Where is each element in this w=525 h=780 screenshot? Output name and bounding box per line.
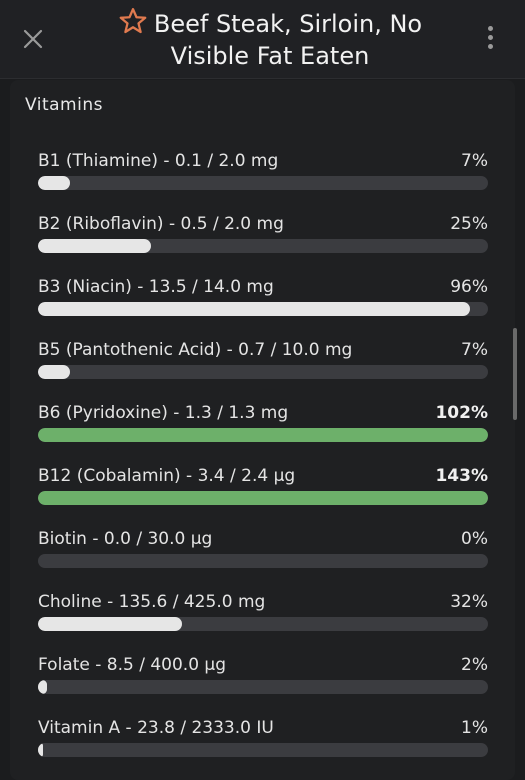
nutrient-row[interactable]: B12 (Cobalamin) - 3.4 / 2.4 µg 143% xyxy=(38,465,488,511)
nutrient-row[interactable]: Folate - 8.5 / 400.0 µg 2% xyxy=(38,654,488,700)
progress-track xyxy=(38,554,488,568)
nutrient-row[interactable]: B5 (Pantothenic Acid) - 0.7 / 10.0 mg 7% xyxy=(38,339,488,385)
progress-track xyxy=(38,428,488,442)
nutrient-label: Folate - 8.5 / 400.0 µg xyxy=(38,655,227,675)
app-header: Beef Steak, Sirloin, No Visible Fat Eate… xyxy=(0,0,525,79)
nutrient-label: B6 (Pyridoxine) - 1.3 / 1.3 mg xyxy=(38,403,289,423)
progress-fill xyxy=(38,176,70,190)
progress-fill xyxy=(38,680,47,694)
more-vertical-icon xyxy=(482,26,498,49)
nutrient-percent: 0% xyxy=(461,529,488,549)
progress-track xyxy=(38,176,488,190)
nutrient-row[interactable]: Biotin - 0.0 / 30.0 µg 0% xyxy=(38,528,488,574)
nutrient-label: B5 (Pantothenic Acid) - 0.7 / 10.0 mg xyxy=(38,340,353,360)
section-title: Vitamins xyxy=(25,95,103,115)
progress-fill xyxy=(38,365,70,379)
nutrient-percent: 1% xyxy=(461,718,488,738)
progress-track xyxy=(38,680,488,694)
progress-track xyxy=(38,302,488,316)
nutrient-row[interactable]: B1 (Thiamine) - 0.1 / 2.0 mg 7% xyxy=(38,150,488,196)
progress-track xyxy=(38,239,488,253)
nutrient-label: B3 (Niacin) - 13.5 / 14.0 mg xyxy=(38,277,274,297)
nutrient-row[interactable]: B2 (Riboflavin) - 0.5 / 2.0 mg 25% xyxy=(38,213,488,259)
nutrient-label: B1 (Thiamine) - 0.1 / 2.0 mg xyxy=(38,151,279,171)
nutrient-percent: 96% xyxy=(450,277,488,297)
nutrient-row[interactable]: B3 (Niacin) - 13.5 / 14.0 mg 96% xyxy=(38,276,488,322)
nutrient-percent: 2% xyxy=(461,655,488,675)
nutrient-row[interactable]: Choline - 135.6 / 425.0 mg 32% xyxy=(38,591,488,637)
page-title: Beef Steak, Sirloin, No Visible Fat Eate… xyxy=(80,6,460,72)
nutrient-row[interactable]: Vitamin A - 23.8 / 2333.0 IU 1% xyxy=(38,717,488,763)
nutrient-label: Biotin - 0.0 / 30.0 µg xyxy=(38,529,213,549)
progress-fill xyxy=(38,428,488,442)
page-title-text: Beef Steak, Sirloin, No Visible Fat Eate… xyxy=(153,10,423,70)
progress-track xyxy=(38,491,488,505)
nutrient-row[interactable]: B6 (Pyridoxine) - 1.3 / 1.3 mg 102% xyxy=(38,402,488,448)
progress-fill xyxy=(38,743,44,757)
progress-fill xyxy=(38,491,488,505)
more-options-button[interactable] xyxy=(482,26,498,52)
progress-fill xyxy=(38,302,470,316)
nutrient-percent: 102% xyxy=(435,403,488,423)
star-outline-icon[interactable] xyxy=(118,6,148,36)
nutrient-percent: 25% xyxy=(450,214,488,234)
nutrient-percent: 32% xyxy=(450,592,488,612)
nutrient-label: Choline - 135.6 / 425.0 mg xyxy=(38,592,266,612)
nutrient-label: Vitamin A - 23.8 / 2333.0 IU xyxy=(38,718,274,738)
nutrient-label: B12 (Cobalamin) - 3.4 / 2.4 µg xyxy=(38,466,296,486)
nutrient-percent: 143% xyxy=(435,466,488,486)
nutrient-label: B2 (Riboflavin) - 0.5 / 2.0 mg xyxy=(38,214,284,234)
progress-track xyxy=(38,617,488,631)
progress-fill xyxy=(38,617,182,631)
progress-track xyxy=(38,365,488,379)
progress-track xyxy=(38,743,488,757)
scrollbar[interactable] xyxy=(513,328,517,420)
close-button[interactable] xyxy=(22,28,44,50)
progress-fill xyxy=(38,239,151,253)
close-icon xyxy=(23,29,43,49)
nutrient-percent: 7% xyxy=(461,151,488,171)
nutrient-percent: 7% xyxy=(461,340,488,360)
